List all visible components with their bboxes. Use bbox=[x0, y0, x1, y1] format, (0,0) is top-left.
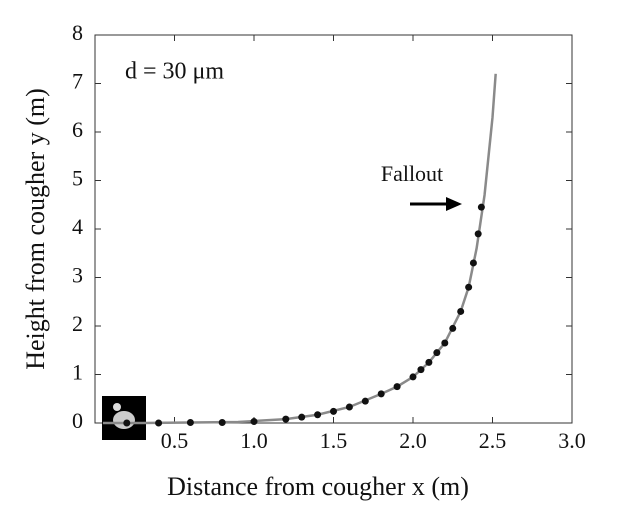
y-tick-label: 3 bbox=[72, 263, 83, 288]
point bbox=[155, 419, 163, 427]
point bbox=[393, 383, 401, 391]
annotation: Fallout bbox=[381, 161, 443, 186]
point bbox=[186, 419, 194, 427]
plot-frame bbox=[94, 34, 573, 424]
annotation: d = 30 μm bbox=[125, 59, 224, 85]
y-tick-label: 1 bbox=[72, 360, 83, 385]
x-tick-label: 2.5 bbox=[479, 428, 507, 453]
point bbox=[465, 283, 473, 291]
point bbox=[330, 407, 337, 415]
x-axis-label: Distance from cougher x (m) bbox=[167, 472, 469, 501]
y-tick-label: 8 bbox=[72, 20, 83, 45]
point bbox=[314, 411, 322, 419]
y-tick-label: 5 bbox=[72, 166, 83, 191]
point bbox=[377, 390, 385, 398]
x-tick-label: 1.5 bbox=[320, 428, 348, 453]
y-tick-label: 6 bbox=[72, 117, 83, 142]
point bbox=[123, 419, 131, 427]
x-tick-label: 2.0 bbox=[399, 428, 427, 453]
x-tick-label: 0.5 bbox=[161, 428, 189, 453]
point bbox=[441, 339, 449, 347]
point bbox=[218, 419, 226, 427]
point bbox=[457, 307, 465, 315]
point bbox=[474, 230, 482, 238]
point bbox=[417, 366, 425, 374]
point bbox=[298, 413, 306, 421]
y-tick-label: 2 bbox=[72, 311, 83, 336]
line bbox=[102, 73, 497, 425]
point bbox=[345, 403, 353, 411]
inset-image bbox=[102, 396, 146, 440]
point bbox=[282, 415, 290, 423]
point bbox=[477, 203, 485, 211]
point bbox=[250, 418, 258, 426]
y-tick-label: 0 bbox=[72, 408, 83, 433]
point bbox=[409, 373, 417, 381]
x-tick-label: 1.0 bbox=[240, 428, 268, 453]
point bbox=[449, 324, 457, 332]
point bbox=[469, 259, 477, 267]
point bbox=[425, 358, 433, 366]
arrow-head bbox=[446, 197, 462, 211]
point bbox=[361, 397, 369, 405]
y-tick-label: 4 bbox=[72, 214, 83, 239]
y-tick-label: 7 bbox=[72, 69, 83, 94]
x-tick-label: 3.0 bbox=[558, 428, 586, 453]
y-axis-label: Height from cougher y (m) bbox=[21, 88, 50, 370]
point bbox=[433, 349, 441, 357]
